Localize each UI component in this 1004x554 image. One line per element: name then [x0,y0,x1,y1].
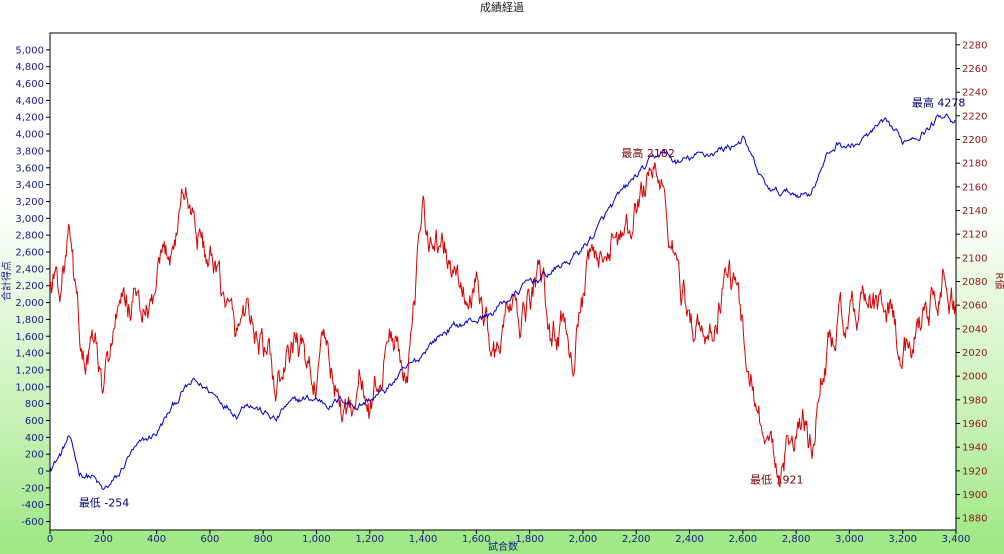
right-tick-label: 2160 [962,182,987,193]
right-tick-label: 1980 [962,395,987,406]
x-tick-label: 2,800 [782,534,811,545]
annotation-label: 最低 -254 [79,496,129,509]
annotation-label: 最高 2182 [621,146,675,160]
x-tick-label: 2,600 [729,534,758,545]
left-tick-label: 3,400 [15,180,44,191]
right-tick-label: 1920 [962,466,987,477]
right-tick-label: 2280 [962,40,987,51]
x-tick-label: 400 [147,534,166,545]
x-tick-label: 1,800 [515,534,544,545]
right-tick-label: 2260 [962,64,987,75]
left-tick-label: 1,800 [15,315,44,326]
annotation-layer: 最高 4278 最低 -254 最高 2182 最低 1921 [79,96,966,510]
left-tick-label: 4,800 [15,62,44,73]
left-tick-label: -600 [21,517,44,528]
left-tick-label: 3,800 [15,146,44,157]
x-tick-label: 2,000 [569,534,598,545]
x-tick-label: 2,400 [675,534,704,545]
left-tick-label: 2,200 [15,281,44,292]
right-tick-label: 2200 [962,135,987,146]
left-tick-label: -200 [21,483,44,494]
left-tick-label: 400 [25,433,44,444]
left-tick-label: 1,400 [15,349,44,360]
left-tick-label: 5,000 [15,45,44,56]
right-tick-label: 2020 [962,348,987,359]
left-tick-label: 2,400 [15,264,44,275]
left-tick-label: 2,000 [15,298,44,309]
right-tick-label: 2220 [962,111,987,122]
left-tick-label: 1,200 [15,365,44,376]
right-tick-label: 2040 [962,324,987,335]
right-tick-label: 1940 [962,443,987,454]
left-tick-label: 0 [38,467,44,478]
left-tick-label: 3,600 [15,163,44,174]
x-tick-label: 3,200 [888,534,917,545]
right-tick-label: 2100 [962,253,987,264]
x-tick-label: 3,400 [942,534,971,545]
series-layer [49,113,957,491]
right-axis-ticks: 1880 1900 1920 1940 1960 1980 2000 2020 2040 2060… [956,40,987,525]
right-tick-label: 1900 [962,490,987,501]
x-tick-label: 200 [94,534,113,545]
left-tick-label: 2,600 [15,248,44,259]
chart-title: 成績経過 [480,0,524,14]
left-tick-label: 1,600 [15,332,44,343]
right-tick-label: 1960 [962,419,987,430]
x-tick-label: 800 [254,534,273,545]
left-tick-label: 2,800 [15,231,44,242]
left-tick-label: 3,000 [15,214,44,225]
right-tick-label: 2140 [962,206,987,217]
series-line-total-score [49,113,957,491]
right-tick-label: 2180 [962,159,987,170]
y-axis-label-right: R値 [993,273,1004,290]
right-tick-label: 1880 [962,514,987,525]
right-tick-label: 2240 [962,88,987,99]
x-tick-label: 600 [200,534,219,545]
left-tick-label: 3,200 [15,197,44,208]
left-tick-label: -400 [21,500,44,511]
right-tick-label: 2120 [962,230,987,241]
right-tick-label: 2000 [962,372,987,383]
left-tick-label: 4,600 [15,79,44,90]
left-axis-ticks: -600 -400 -200 0 200 400 600 800 1,000 1,200 1,400… [15,45,50,528]
right-tick-label: 2060 [962,301,987,312]
x-axis-label: 試合数 [488,540,518,553]
left-tick-label: 200 [25,450,44,461]
left-tick-label: 600 [25,416,44,427]
left-tick-label: 4,000 [15,130,44,141]
left-tick-label: 1,000 [15,382,44,393]
x-tick-label: 1,000 [302,534,331,545]
x-tick-label: 1,200 [355,534,384,545]
x-tick-label: 1,400 [409,534,438,545]
x-tick-label: 0 [47,534,53,545]
left-tick-label: 4,400 [15,96,44,107]
annotation-label: 最高 4278 [912,96,966,110]
left-tick-label: 4,200 [15,113,44,124]
annotation-label: 最低 1921 [750,474,804,487]
y-axis-label-left: 合計得点 [0,261,13,301]
x-tick-label: 1,600 [462,534,491,545]
x-tick-label: 2,200 [622,534,651,545]
plot-area [49,32,957,531]
series-line-rating [49,162,957,488]
left-tick-label: 800 [25,399,44,410]
x-tick-label: 3,000 [835,534,864,545]
right-tick-label: 2080 [962,277,987,288]
x-axis-ticks: 0 200 400 600 800 1,000 1,200 1,400 1,600 1,800 2,… [47,530,971,545]
